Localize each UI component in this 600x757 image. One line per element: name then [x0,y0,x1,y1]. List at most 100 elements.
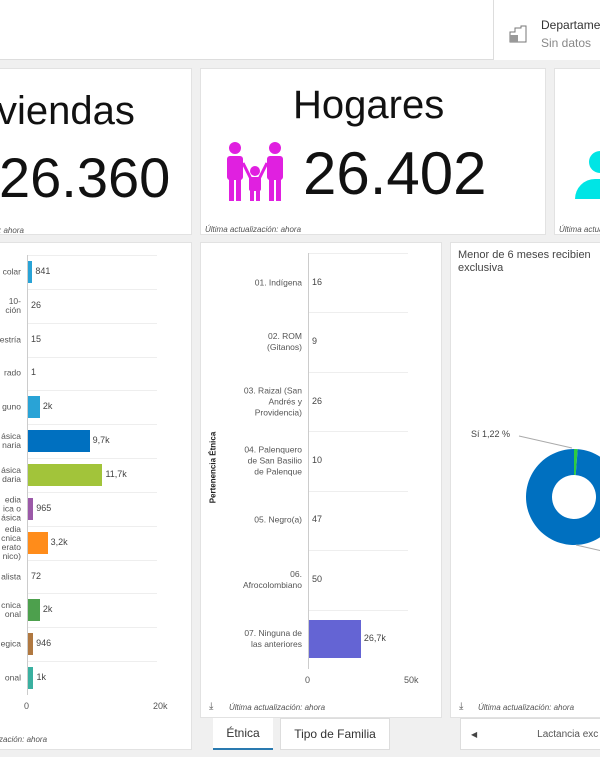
lactation-chart-card: Menor de 6 meses recibien exclusiva Sí 1… [450,242,600,718]
gridline [28,627,157,629]
pie-slice[interactable] [526,449,600,545]
category-label: 07. Ninguna de las anteriores [244,628,302,650]
gridline [309,490,408,492]
department-value: Sin datos [541,36,592,50]
download-icon[interactable]: ⤓ [209,701,214,712]
data-label: 946 [36,638,52,649]
category-label: colar [2,266,21,277]
y-axis-label: Pertenencia Étnica [208,431,218,504]
card-updated: Última actualiz [559,225,600,234]
card-title: Hogares [293,83,445,127]
person-icon [575,179,600,199]
department-label: Departame [541,18,600,32]
card-value: 26.360 [0,146,171,209]
tick-label: 0 [305,675,311,685]
bar[interactable] [27,531,48,554]
data-label: 9 [312,336,318,347]
viviendas-card: viendas 26.360 : ahora [0,68,192,235]
data-label: 16 [312,276,323,287]
gridline [309,550,408,552]
gridline [28,356,157,358]
category-label: egica [0,638,21,649]
gridline [309,609,408,611]
donut-chart [518,435,600,551]
gridline [28,491,157,493]
tick-label: 0 [24,701,30,711]
data-label: 965 [36,502,52,513]
gridline [28,322,157,324]
pie-slice[interactable] [574,449,578,476]
category-label: 05. Negro(a) [254,514,302,525]
gridline [28,390,157,392]
bar[interactable] [308,620,361,659]
category-label: 03. Raizal (San Andrés y Providencia) [243,385,302,418]
card-updated: Última actualización: ahora [205,225,302,234]
bar[interactable] [27,667,34,690]
chart-updated: zación: ahora [0,735,48,744]
gridline [309,253,408,254]
department-selector[interactable]: Departame Sin datos [493,0,600,60]
data-label: 26 [31,299,42,310]
data-label: 50 [312,573,323,584]
category-label: rado [3,367,21,378]
chart-updated: Última actualización: ahora [229,703,326,712]
education-chart-card: colar 841 10- ción 26 estría 15 rado 1 guno 2k ási… [0,242,192,750]
axis-line [308,253,309,669]
data-label: 1 [31,367,37,378]
category-label: estría [0,334,21,345]
leader-line [518,435,573,449]
data-label: 9,7k [92,435,110,446]
category-label: cnica onal [1,600,21,620]
data-label: 47 [312,514,323,525]
gridline [28,255,157,256]
data-label: 11,7k [105,469,127,479]
bar[interactable] [27,497,34,520]
gridline [28,458,157,460]
tab-etnica[interactable]: Étnica [213,718,273,750]
category-label: ásica daria [1,465,21,484]
category-label: 04. Palenquero de San Basilio de Palenqu… [244,444,302,477]
bar[interactable] [27,260,33,283]
data-label: 10 [312,455,323,465]
gridline [28,661,157,663]
category-label: 01. Indígena [254,277,302,288]
leader-line [575,544,600,551]
gridline [28,559,157,561]
category-label: 10- ción [5,295,21,315]
hogares-card: Hogares 26.402 Última actualización: aho… [200,68,546,235]
data-label: 72 [31,570,42,581]
bar[interactable] [27,430,90,453]
category-label: ásica naria [1,431,21,451]
data-label: 841 [35,265,51,276]
bar[interactable] [27,464,103,486]
tick-label: 50k [404,675,419,685]
family-icon [227,142,283,201]
bar[interactable] [27,396,40,419]
category-label: edia ica o ásica [1,494,21,523]
bar[interactable] [27,633,34,656]
category-label: 02. ROM (Gitanos) [267,331,302,353]
previous-icon[interactable]: ◀ [471,729,478,739]
gridline [309,371,408,373]
pager[interactable]: ◀ Lactancia exc [460,718,600,750]
bar[interactable] [27,599,40,622]
top-bar: Departame Sin datos [0,0,600,60]
data-label: 3,2k [50,536,68,547]
category-label: alista [1,571,21,582]
card-value: 26.402 [303,140,487,207]
ethnic-chart-card: 01. Indígena 16 02. ROM (Gitanos) 9 03. Raiz… [200,242,442,718]
gridline [28,424,157,426]
pager-label: Lactancia exc [537,728,599,740]
axis-line [27,255,28,695]
person-icon-head [589,151,600,173]
gridline [309,312,408,314]
download-icon[interactable]: ⤓ [459,701,464,712]
tick-label: 20k [153,701,168,711]
data-label: 26,7k [363,633,386,644]
card-updated: : ahora [0,226,24,235]
data-label: 15 [31,333,42,344]
category-label: edia cnica erato nico) [1,523,21,561]
tab-tipo-familia[interactable]: Tipo de Familia [280,718,390,750]
gridline [28,593,157,595]
personas-card: Última actualiz [554,68,600,235]
